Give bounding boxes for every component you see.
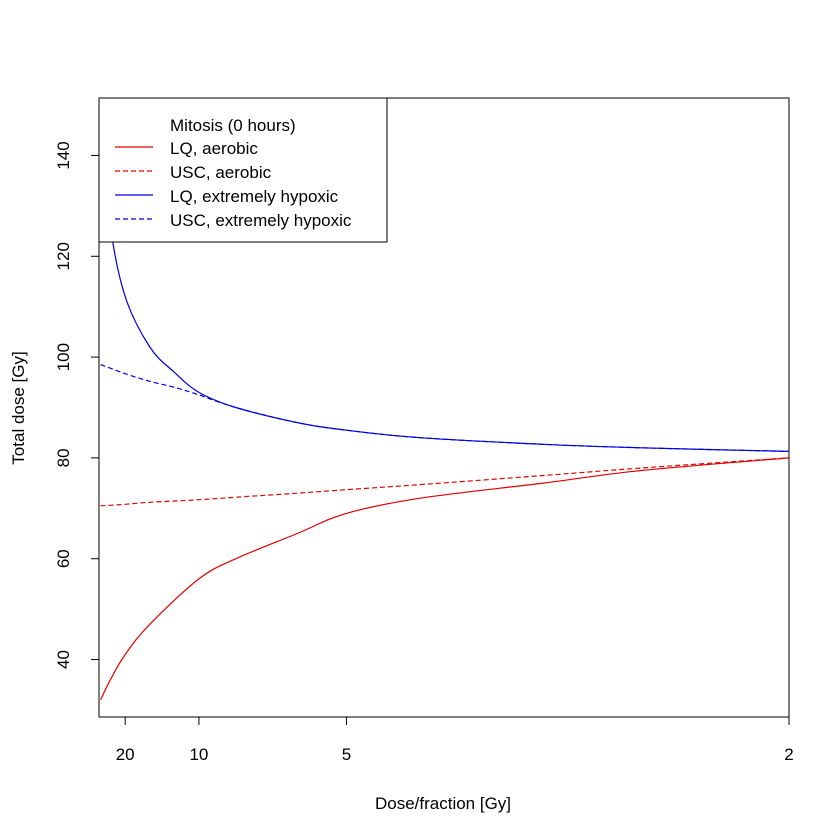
series-line-2 bbox=[100, 457, 790, 507]
y-tick-label: 80 bbox=[54, 448, 73, 467]
x-tick-label: 5 bbox=[342, 745, 351, 764]
x-tick-label: 2 bbox=[784, 745, 793, 764]
x-tick-label: 10 bbox=[189, 745, 208, 764]
x-axis-title: Dose/fraction [Gy] bbox=[375, 794, 511, 813]
legend-label: USC, extremely hypoxic bbox=[170, 211, 352, 230]
y-axis-title: Total dose [Gy] bbox=[9, 351, 28, 464]
legend-items: LQ, aerobic USC, aerobic LQ, extremely hyp… bbox=[115, 139, 352, 230]
legend-label: LQ, extremely hypoxic bbox=[170, 187, 339, 206]
x-axis: 20 10 5 2 bbox=[116, 716, 794, 764]
legend-title: Mitosis (0 hours) bbox=[170, 116, 296, 135]
x-tick-label: 20 bbox=[116, 745, 135, 764]
y-tick-label: 140 bbox=[54, 141, 73, 169]
y-tick-label: 60 bbox=[54, 549, 73, 568]
legend-label: USC, aerobic bbox=[170, 163, 272, 182]
y-axis: 40 60 80 100 120 140 bbox=[54, 141, 100, 669]
y-tick-label: 40 bbox=[54, 650, 73, 669]
series-line-4 bbox=[100, 364, 790, 452]
legend-box bbox=[98, 97, 388, 243]
series-layer bbox=[100, 115, 790, 701]
y-tick-label: 120 bbox=[54, 242, 73, 270]
series-line-1 bbox=[100, 457, 790, 701]
legend-label: LQ, aerobic bbox=[170, 139, 258, 158]
y-tick-label: 100 bbox=[54, 343, 73, 371]
legend: Mitosis (0 hours) LQ, aerobic USC, aerobi… bbox=[98, 97, 388, 243]
